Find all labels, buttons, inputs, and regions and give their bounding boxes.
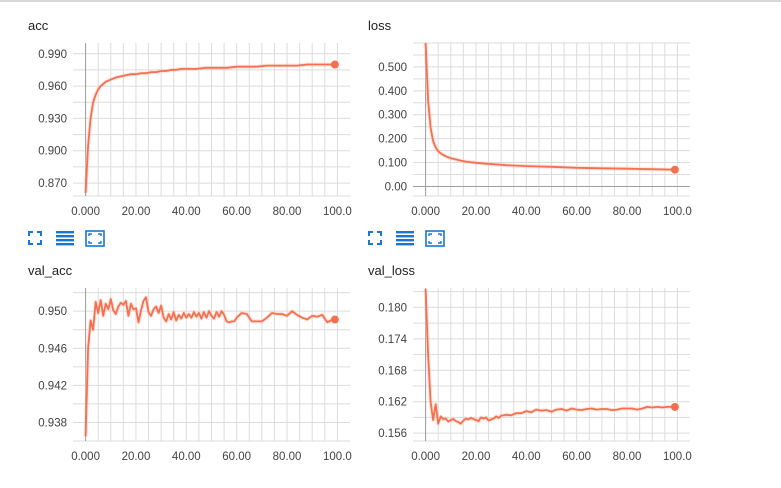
- x-tick-label: 80.00: [273, 206, 302, 218]
- x-tick-label: 80.00: [613, 451, 642, 463]
- series-line: [84, 63, 335, 193]
- y-tick-label: 0.168: [378, 365, 407, 377]
- series-line: [424, 288, 675, 425]
- chart-title: loss: [368, 18, 392, 33]
- x-tick-label: 100.0: [323, 451, 352, 463]
- chart-plot: 0.000 20.00 40.00 60.00 80.00 100.0 0.950 0.946…: [38, 288, 352, 463]
- series-line: [84, 296, 335, 437]
- x-tick-label: 0.000: [71, 451, 100, 463]
- x-tick-label: 20.00: [122, 206, 151, 218]
- x-tick-label: 40.00: [172, 206, 201, 218]
- chart-toolbar-loss: [364, 229, 446, 247]
- toggle-log-scale-icon: [396, 231, 414, 246]
- y-tick-label: 0.100: [378, 158, 407, 170]
- x-tick-label: 20.00: [462, 206, 491, 218]
- y-tick-label: 0.180: [378, 302, 407, 314]
- x-tick-label: 60.00: [222, 206, 251, 218]
- y-tick-label: 0.930: [38, 113, 67, 125]
- chart-card-val-loss: val_loss 0.000 20.00 40.00 60.00 80.00 100.0 0…: [368, 263, 708, 488]
- series-end-point: [330, 60, 339, 69]
- y-tick-label: 0.900: [38, 146, 67, 158]
- series-end-point: [330, 315, 339, 324]
- y-tick-label: 0.950: [38, 306, 67, 318]
- fit-domain-button[interactable]: [364, 229, 386, 247]
- series-line: [424, 42, 675, 171]
- x-tick-label: 100.0: [323, 206, 352, 218]
- y-tick-label: 0.00: [385, 181, 407, 193]
- chart-plot: 0.000 20.00 40.00 60.00 80.00 100.0 0.500 0.400…: [378, 42, 692, 218]
- chart-toolbar-acc: [24, 229, 106, 247]
- x-tick-label: 80.00: [273, 451, 302, 463]
- toggle-log-scale-icon: [56, 231, 74, 246]
- expand-chart-icon: [425, 229, 445, 247]
- y-tick-label: 0.960: [38, 81, 67, 93]
- chart-card-acc: acc 0.000 20.00 40.00 60.00 80.00 100.0 0.990 0…: [28, 18, 368, 243]
- chart-title: acc: [28, 18, 49, 33]
- y-tick-label: 0.162: [378, 397, 407, 409]
- y-tick-label: 0.200: [378, 134, 407, 146]
- chart-card-loss: loss 0.000 20.00 40.00 60.00 80.00 100.0 0.500…: [368, 18, 708, 243]
- y-tick-label: 0.400: [378, 86, 407, 98]
- x-tick-label: 60.00: [222, 451, 251, 463]
- top-divider: [0, 0, 781, 2]
- y-tick-label: 0.870: [38, 178, 67, 190]
- chart-title: val_loss: [368, 263, 415, 278]
- x-tick-label: 20.00: [462, 451, 491, 463]
- x-tick-label: 60.00: [562, 451, 591, 463]
- x-tick-label: 40.00: [512, 206, 541, 218]
- chart-card-val-acc: val_acc 0.000 20.00 40.00 60.00 80.00 100.0 0.…: [28, 263, 368, 488]
- y-tick-label: 0.942: [38, 380, 67, 392]
- y-tick-label: 0.300: [378, 110, 407, 122]
- expand-chart-icon: [85, 229, 105, 247]
- fit-domain-icon: [368, 231, 382, 245]
- x-tick-label: 100.0: [663, 451, 692, 463]
- x-tick-label: 0.000: [71, 206, 100, 218]
- x-tick-label: 40.00: [512, 451, 541, 463]
- toggle-log-scale-button[interactable]: [54, 229, 76, 247]
- fit-domain-button[interactable]: [24, 229, 46, 247]
- chart-title: val_acc: [28, 263, 73, 278]
- series-end-point: [670, 165, 679, 174]
- y-tick-label: 0.174: [378, 334, 407, 346]
- x-tick-label: 0.000: [411, 206, 440, 218]
- y-tick-label: 0.938: [38, 417, 67, 429]
- y-tick-label: 0.500: [378, 62, 407, 74]
- fit-domain-icon: [28, 231, 42, 245]
- x-tick-label: 40.00: [172, 451, 201, 463]
- x-tick-label: 60.00: [562, 206, 591, 218]
- y-tick-label: 0.156: [378, 428, 407, 440]
- expand-chart-button[interactable]: [424, 229, 446, 247]
- y-tick-label: 0.946: [38, 343, 67, 355]
- x-tick-label: 80.00: [613, 206, 642, 218]
- chart-plot: 0.000 20.00 40.00 60.00 80.00 100.0 0.180 0.174…: [378, 288, 692, 463]
- x-tick-label: 0.000: [411, 451, 440, 463]
- x-tick-label: 100.0: [663, 206, 692, 218]
- expand-chart-button[interactable]: [84, 229, 106, 247]
- series-end-point: [670, 402, 679, 411]
- chart-plot: 0.000 20.00 40.00 60.00 80.00 100.0 0.990 0.960…: [38, 43, 352, 218]
- toggle-log-scale-button[interactable]: [394, 229, 416, 247]
- x-tick-label: 20.00: [122, 451, 151, 463]
- y-tick-label: 0.990: [38, 49, 67, 61]
